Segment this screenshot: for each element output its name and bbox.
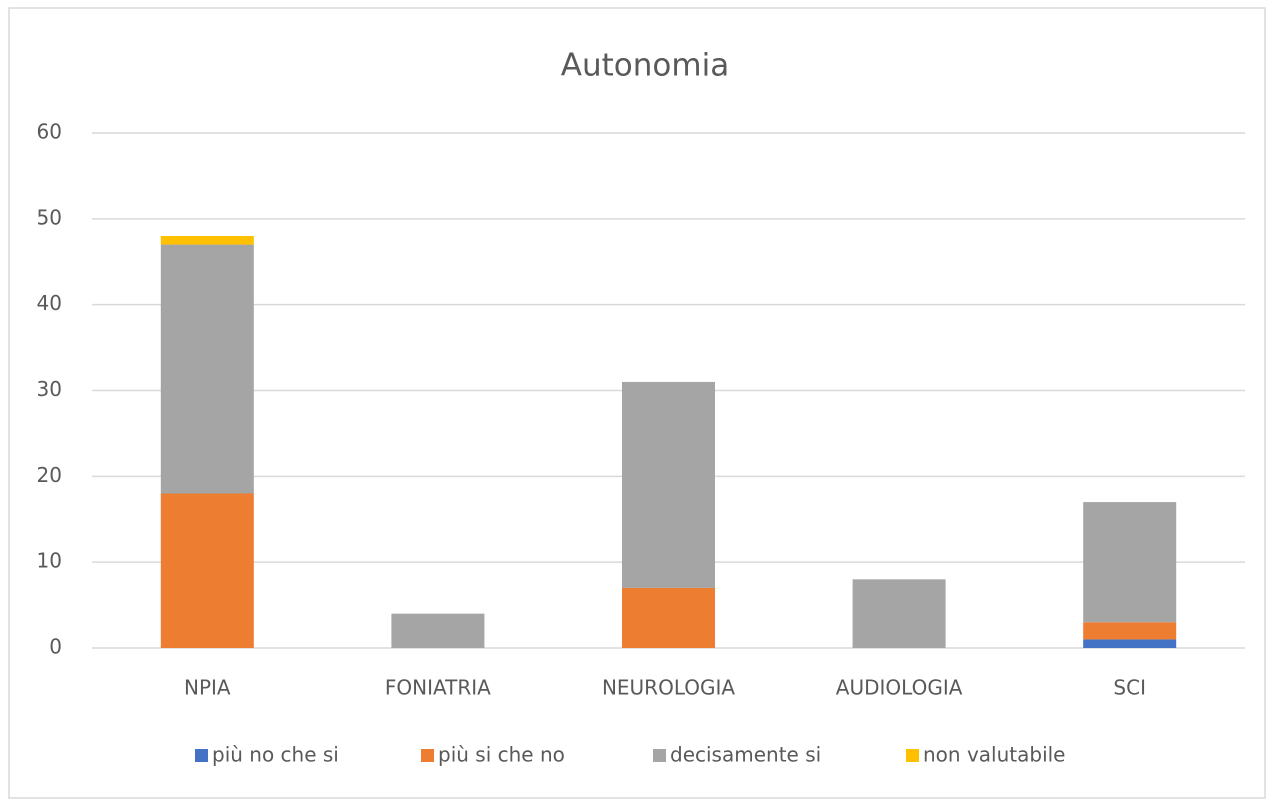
y-tick-label: 30	[37, 377, 62, 401]
bar-segment	[160, 236, 254, 245]
bar-segment	[391, 613, 485, 648]
bar-segment	[160, 244, 254, 494]
y-tick-label: 50	[37, 205, 62, 229]
x-tick-label: NPIA	[184, 676, 231, 700]
chart-title: Autonomia	[561, 48, 729, 84]
legend-swatch	[195, 749, 208, 762]
legend-label: non valutabile	[923, 743, 1065, 767]
x-tick-label: NEUROLOGIA	[602, 676, 735, 700]
bar-segment	[1083, 622, 1177, 640]
bar-segment	[160, 493, 254, 648]
legend-swatch	[906, 749, 919, 762]
x-tick-label: AUDIOLOGIA	[836, 676, 963, 700]
legend-swatch	[653, 749, 666, 762]
legend-swatch	[421, 749, 434, 762]
bar-segment	[852, 579, 946, 648]
legend-label: più si che no	[438, 743, 565, 767]
legend-label: decisamente si	[670, 743, 821, 767]
x-tick-label: FONIATRIA	[385, 676, 491, 700]
y-tick-label: 60	[37, 120, 62, 144]
bar-segment	[622, 587, 715, 648]
x-tick-label: SCI	[1113, 676, 1146, 700]
y-tick-label: 0	[49, 635, 62, 659]
bar-segment	[622, 381, 715, 588]
y-tick-label: 10	[37, 549, 62, 573]
y-tick-label: 40	[37, 291, 62, 315]
y-tick-label: 20	[37, 463, 62, 487]
bar-segment	[1083, 639, 1177, 648]
bar-segment	[1083, 502, 1177, 623]
legend-label: più no che si	[212, 743, 339, 767]
